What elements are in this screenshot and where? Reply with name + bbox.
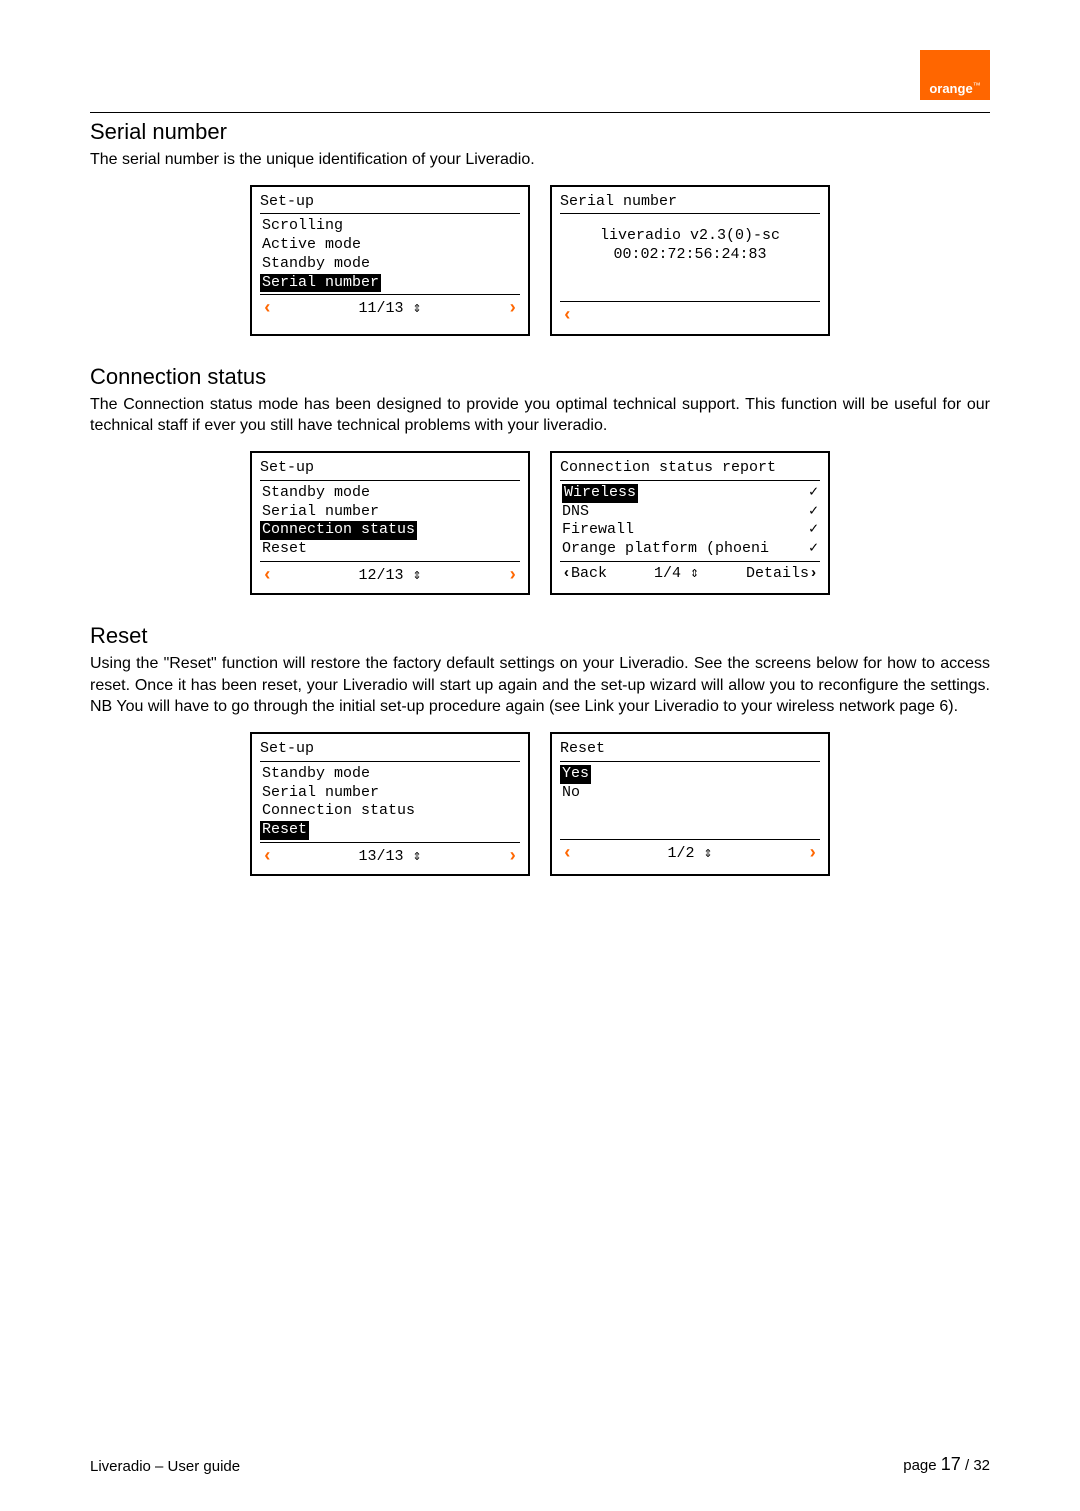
list-item-selected: Reset: [260, 821, 309, 840]
lcd-footer: ‹ 13/13 ⇕ ›: [260, 846, 520, 869]
check-icon: ✓: [809, 503, 818, 522]
page-label: page: [903, 1457, 941, 1474]
arrow-left-icon: ‹: [562, 565, 571, 582]
list-item-selected: Yes: [560, 765, 591, 784]
text-reset: Using the "Reset" function will restore …: [90, 653, 990, 718]
status-row: Wireless ✓: [560, 484, 820, 503]
list-item: Standby mode: [260, 484, 520, 503]
list-item: Connection status: [260, 802, 520, 821]
screens-connection: Set-up Standby mode Serial number Connec…: [90, 451, 990, 595]
arrow-right-icon: ›: [809, 565, 818, 582]
status-label: Orange platform (phoeni: [562, 540, 769, 559]
check-icon: ✓: [809, 521, 818, 540]
arrow-left-icon: ‹: [562, 305, 573, 328]
orange-logo: orange ™: [920, 50, 990, 100]
lcd-title: Connection status report: [560, 459, 820, 481]
lcd-body: Yes No: [560, 765, 820, 840]
page-current: 17: [941, 1454, 961, 1474]
top-rule: [90, 112, 990, 113]
lcd-setup-reset: Set-up Standby mode Serial number Connec…: [250, 732, 530, 876]
status-row: Firewall ✓: [560, 521, 820, 540]
page-indicator: 11/13 ⇕: [273, 300, 507, 319]
page-indicator: 1/2 ⇕: [573, 845, 807, 864]
list-item: Scrolling: [260, 217, 520, 236]
lcd-connection-report: Connection status report Wireless ✓ DNS …: [550, 451, 830, 595]
list-item: Active mode: [260, 236, 520, 255]
status-label: Firewall: [562, 521, 634, 540]
lcd-serial-info: Serial number liveradio v2.3(0)-sc 00:02…: [550, 185, 830, 336]
lcd-title: Set-up: [260, 740, 520, 762]
logo-text: orange: [929, 81, 972, 96]
arrow-left-icon: ‹: [262, 846, 273, 869]
arrow-right-icon: ›: [507, 846, 518, 869]
lcd-body: liveradio v2.3(0)-sc 00:02:72:56:24:83: [560, 217, 820, 302]
lcd-body: Standby mode Serial number Connection st…: [260, 484, 520, 562]
lcd-body: Scrolling Active mode Standby mode Seria…: [260, 217, 520, 295]
lcd-title: Serial number: [560, 193, 820, 215]
page-container: orange ™ Serial number The serial number…: [0, 0, 1080, 1511]
lcd-body: Wireless ✓ DNS ✓ Firewall ✓ Orange platf…: [560, 484, 820, 562]
lcd-body: Standby mode Serial number Connection st…: [260, 765, 520, 843]
page-total: / 32: [961, 1457, 990, 1474]
list-item-selected: Serial number: [260, 274, 381, 293]
page-indicator: 13/13 ⇕: [273, 848, 507, 867]
arrow-left-icon: ‹: [262, 565, 273, 588]
arrow-right-icon: ›: [507, 298, 518, 321]
text-serial-number: The serial number is the unique identifi…: [90, 149, 990, 171]
lcd-title: Set-up: [260, 459, 520, 481]
arrow-left-icon: ‹: [562, 843, 573, 866]
lcd-title: Set-up: [260, 193, 520, 215]
lcd-footer: ‹ 1/2 ⇕ ›: [560, 843, 820, 866]
check-icon: ✓: [809, 540, 818, 559]
page-indicator: 12/13 ⇕: [273, 567, 507, 586]
list-item: Serial number: [260, 503, 520, 522]
heading-connection-status: Connection status: [90, 364, 990, 390]
lcd-setup-connection: Set-up Standby mode Serial number Connec…: [250, 451, 530, 595]
list-item: Reset: [260, 540, 520, 559]
list-item: Standby mode: [260, 255, 520, 274]
lcd-setup-serial: Set-up Scrolling Active mode Standby mod…: [250, 185, 530, 336]
arrow-left-icon: ‹: [262, 298, 273, 321]
details-label: Details: [746, 565, 809, 582]
screens-serial: Set-up Scrolling Active mode Standby mod…: [90, 185, 990, 336]
list-item-selected: Connection status: [260, 521, 417, 540]
list-item: No: [560, 784, 820, 803]
status-row: DNS ✓: [560, 503, 820, 522]
check-icon: ✓: [809, 484, 818, 503]
back-label: Back: [571, 565, 607, 582]
footer-details: Details›: [746, 565, 818, 584]
page-footer: Liveradio – User guide page 17 / 32: [90, 1454, 990, 1475]
footer-doc-title: Liveradio – User guide: [90, 1458, 240, 1475]
serial-mac: 00:02:72:56:24:83: [560, 246, 820, 265]
heading-reset: Reset: [90, 623, 990, 649]
logo-tm: ™: [973, 81, 981, 90]
lcd-footer: ‹ 12/13 ⇕ ›: [260, 565, 520, 588]
list-item: Standby mode: [260, 765, 520, 784]
footer-page-number: page 17 / 32: [903, 1454, 990, 1475]
screens-reset: Set-up Standby mode Serial number Connec…: [90, 732, 990, 876]
arrow-right-icon: ›: [507, 565, 518, 588]
serial-version: liveradio v2.3(0)-sc: [560, 227, 820, 246]
page-indicator: 1/4 ⇕: [607, 565, 746, 584]
list-item: Serial number: [260, 784, 520, 803]
lcd-reset-confirm: Reset Yes No ‹ 1/2 ⇕ ›: [550, 732, 830, 876]
lcd-footer: ‹ 11/13 ⇕ ›: [260, 298, 520, 321]
lcd-footer: ‹: [560, 305, 820, 328]
lcd-title: Reset: [560, 740, 820, 762]
text-connection-status: The Connection status mode has been desi…: [90, 394, 990, 437]
arrow-right-icon: ›: [807, 843, 818, 866]
lcd-footer: ‹Back 1/4 ⇕ Details›: [560, 565, 820, 584]
status-row: Orange platform (phoeni ✓: [560, 540, 820, 559]
status-label-selected: Wireless: [562, 484, 638, 503]
status-label: DNS: [562, 503, 589, 522]
heading-serial-number: Serial number: [90, 119, 990, 145]
footer-back: ‹Back: [562, 565, 607, 584]
